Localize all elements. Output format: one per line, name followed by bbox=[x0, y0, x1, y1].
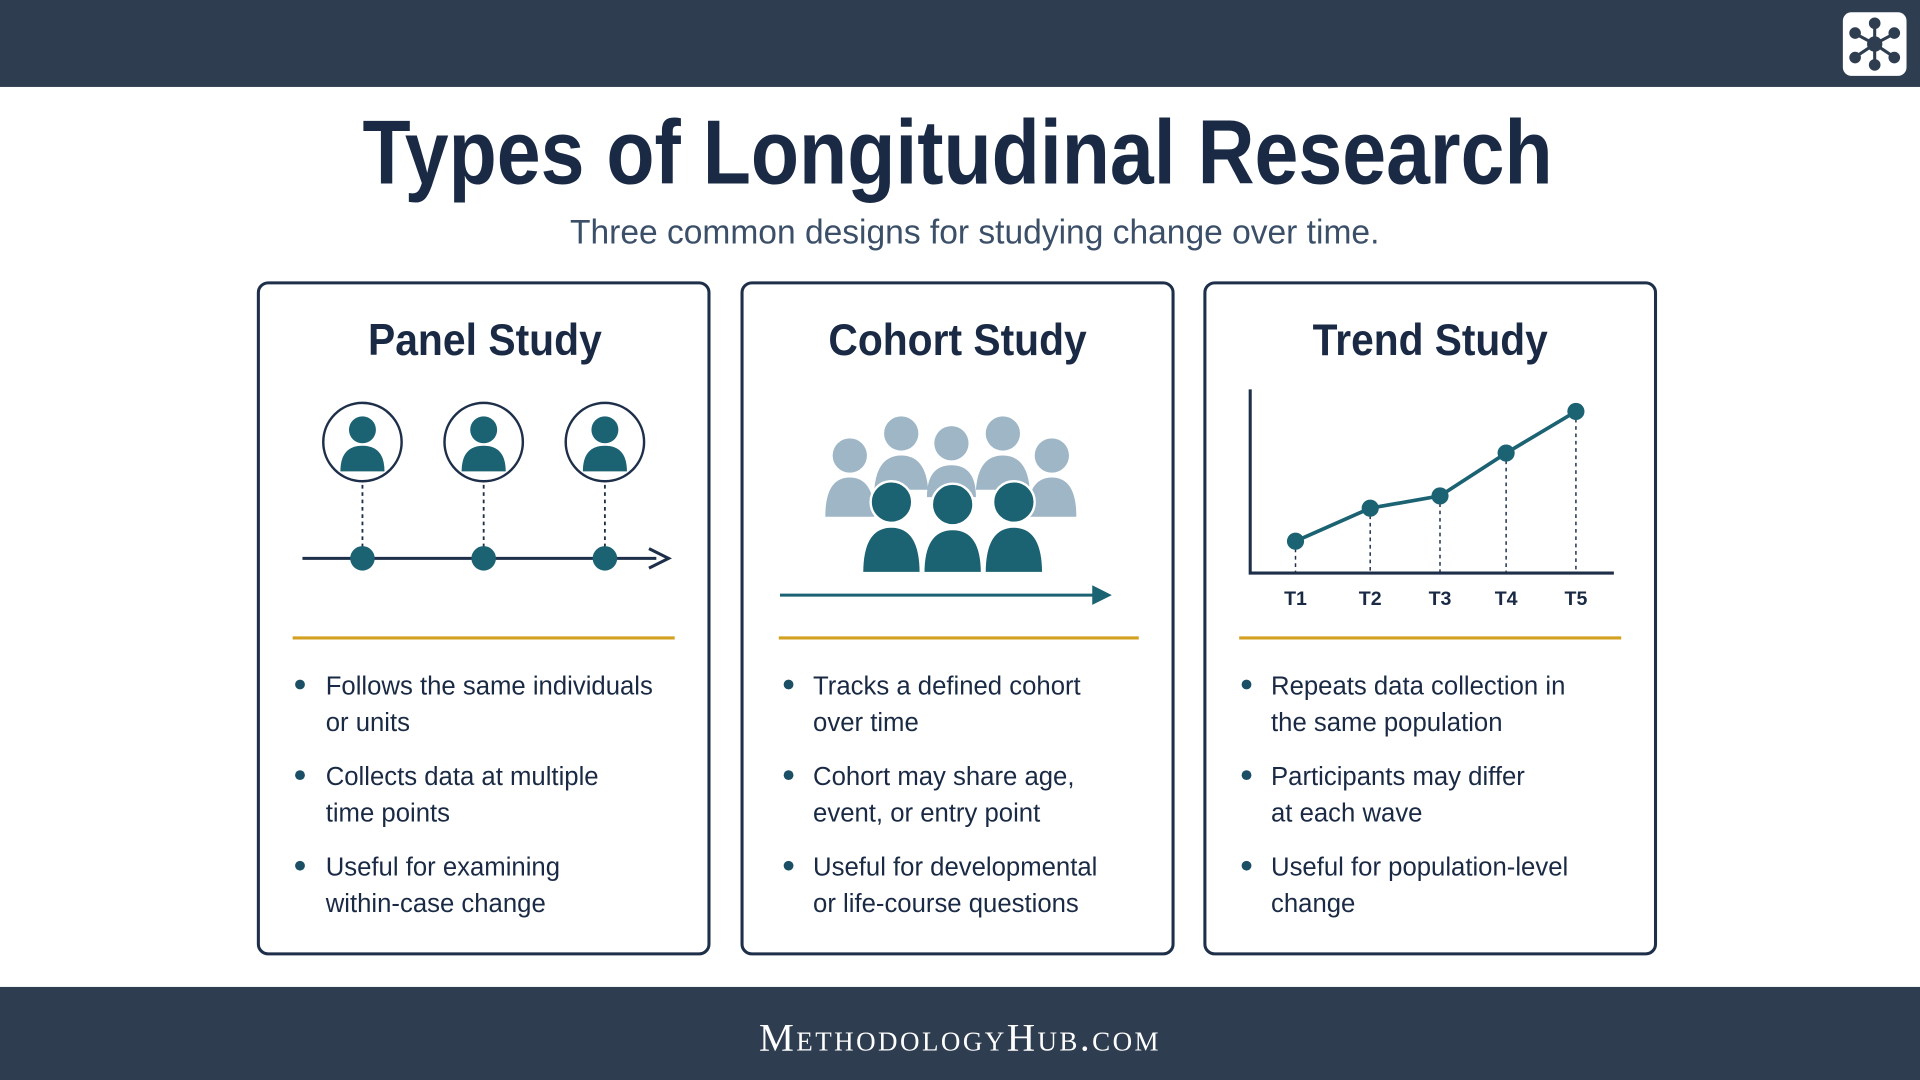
person-body bbox=[461, 445, 506, 472]
card-title: Cohort Study bbox=[828, 316, 1087, 365]
time-label: T5 bbox=[1564, 588, 1587, 610]
bullet-text: Follows the same individuals bbox=[326, 672, 653, 700]
cards bbox=[256, 281, 1658, 956]
person-body bbox=[340, 445, 385, 472]
bullet-text: over time bbox=[813, 709, 919, 737]
bullet-text: Collects data at multiple bbox=[326, 763, 599, 791]
bullet-dot bbox=[1241, 770, 1252, 780]
title: Types of Longitudinal Research bbox=[362, 103, 1552, 204]
subtitle: Three common designs for studying change… bbox=[570, 214, 1379, 252]
panel-illustration bbox=[302, 401, 672, 571]
bullet-text: within-case change bbox=[325, 890, 546, 918]
trend-illustration bbox=[1248, 389, 1614, 575]
bullet-dot bbox=[783, 770, 794, 780]
bullet-dot bbox=[783, 679, 794, 690]
time-label: T4 bbox=[1495, 588, 1518, 610]
bullet-text: event, or entry point bbox=[813, 800, 1040, 828]
person-body bbox=[582, 445, 627, 472]
person-head bbox=[591, 416, 619, 444]
bullet-text: Tracks a defined cohort bbox=[813, 672, 1081, 700]
bullet-dot bbox=[295, 770, 305, 780]
card bbox=[1203, 281, 1658, 956]
bullet-text: at each wave bbox=[1271, 800, 1422, 828]
bullet-dot bbox=[783, 860, 794, 871]
time-label: T2 bbox=[1359, 588, 1382, 610]
bullet-dot bbox=[1241, 860, 1252, 871]
bullet-text: the same population bbox=[1271, 709, 1503, 737]
bullet-text: or life-course questions bbox=[813, 890, 1079, 918]
person-head bbox=[470, 416, 498, 444]
app-icon[interactable] bbox=[1842, 12, 1907, 76]
bullet-text: Useful for examining bbox=[326, 854, 560, 882]
bullet-dot bbox=[1241, 679, 1252, 690]
card-title: Trend Study bbox=[1313, 316, 1549, 365]
bullet-text: Useful for developmental bbox=[813, 854, 1097, 882]
bullet-text: or units bbox=[326, 709, 410, 737]
bullet-text: time points bbox=[326, 800, 450, 828]
bullet-dot bbox=[295, 679, 305, 690]
time-label: T3 bbox=[1429, 588, 1452, 610]
time-label: T1 bbox=[1284, 588, 1307, 610]
bullet-text: Cohort may share age, bbox=[813, 763, 1074, 791]
cohort-illustration bbox=[780, 416, 1112, 605]
bullet-dot bbox=[295, 860, 305, 871]
bullet-text: Useful for population-level bbox=[1271, 854, 1568, 882]
person-head bbox=[348, 416, 376, 444]
header-bar bbox=[0, 0, 1920, 87]
card bbox=[740, 281, 1175, 956]
bullet-text: change bbox=[1271, 890, 1355, 918]
footer-text[interactable]: MethodologyHub.com bbox=[759, 1017, 1161, 1060]
footer-bar bbox=[0, 986, 1920, 1080]
card bbox=[256, 281, 711, 956]
bullet-text: Participants may differ bbox=[1271, 763, 1525, 791]
card-title: Panel Study bbox=[368, 316, 602, 365]
bullet-text: Repeats data collection in bbox=[1271, 672, 1565, 700]
